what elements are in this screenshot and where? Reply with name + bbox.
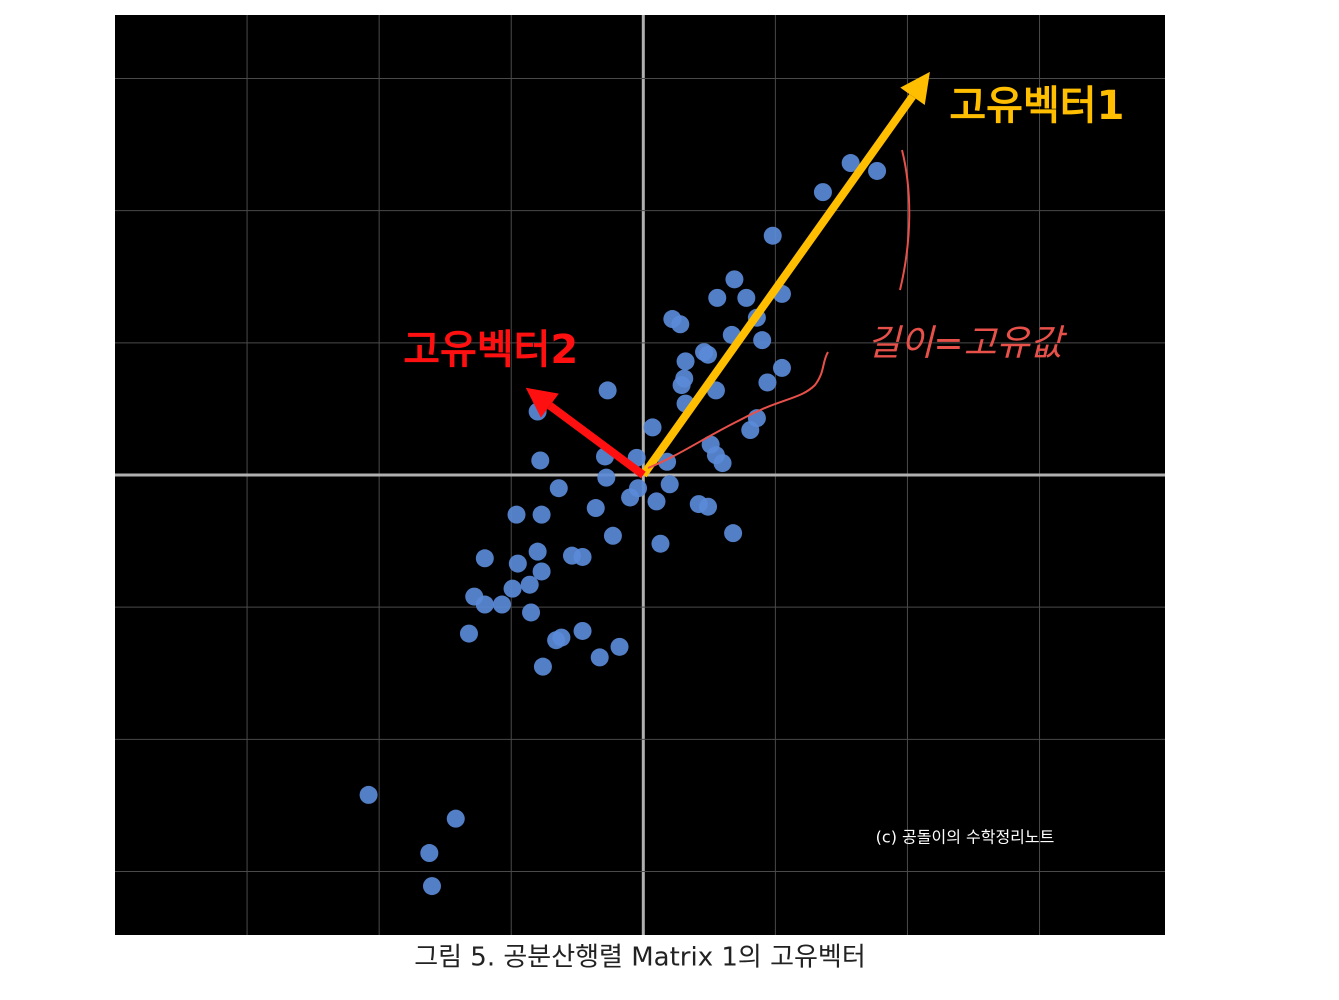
handwritten-annotation: 길이=고유값	[867, 323, 1068, 364]
data-point	[532, 562, 551, 581]
data-point	[475, 549, 494, 568]
data-point	[586, 499, 605, 518]
data-point	[671, 315, 690, 334]
vector-shaft	[547, 402, 646, 479]
data-point	[507, 505, 526, 524]
vector-label: 고유벡터1	[949, 83, 1124, 129]
data-point	[532, 505, 551, 524]
data-point	[492, 595, 511, 614]
watermark: (c) 공돌이의 수학정리노트	[876, 828, 1055, 847]
data-point	[813, 183, 832, 202]
data-point	[508, 554, 527, 573]
eigenvector	[640, 71, 930, 478]
data-point	[708, 288, 727, 307]
data-point	[660, 475, 679, 494]
data-point	[713, 454, 732, 473]
data-point	[528, 542, 547, 561]
data-point	[422, 877, 441, 896]
data-point	[724, 524, 743, 543]
data-point	[651, 534, 670, 553]
data-point	[590, 648, 609, 667]
data-point	[547, 631, 566, 650]
data-point	[522, 603, 541, 622]
data-point	[603, 526, 622, 545]
data-point	[503, 579, 522, 598]
data-point	[420, 844, 439, 863]
data-point	[531, 451, 550, 470]
vector-head	[900, 71, 930, 105]
vector-shaft	[640, 93, 916, 478]
vector-head	[525, 387, 559, 418]
data-point	[672, 376, 691, 395]
data-point	[520, 575, 539, 594]
data-point	[841, 154, 860, 173]
data-point	[549, 479, 568, 498]
data-point	[763, 226, 782, 245]
data-point	[676, 352, 695, 371]
data-point	[475, 595, 494, 614]
data-point	[610, 637, 629, 656]
data-point	[573, 621, 592, 640]
vector-label: 고유벡터2	[403, 327, 578, 373]
caption: 그림 5. 공분산행렬 Matrix 1의 고유벡터	[414, 943, 866, 973]
data-point	[699, 497, 718, 516]
data-point	[758, 373, 777, 392]
handwritten-stroke	[647, 149, 911, 469]
data-point	[598, 381, 617, 400]
data-point	[643, 418, 662, 437]
data-point	[533, 657, 552, 676]
data-point	[699, 345, 718, 364]
data-point	[725, 270, 744, 289]
data-point	[597, 468, 616, 487]
data-point	[772, 358, 791, 377]
data-point	[446, 809, 465, 828]
data-point	[573, 547, 592, 566]
data-point	[459, 624, 478, 643]
data-point	[741, 421, 760, 440]
data-point	[737, 288, 756, 307]
data-point	[753, 331, 772, 350]
eigenvector	[525, 387, 646, 479]
data-point	[359, 785, 378, 804]
data-point	[647, 492, 666, 511]
data-point	[621, 488, 640, 507]
data-point	[868, 161, 887, 180]
